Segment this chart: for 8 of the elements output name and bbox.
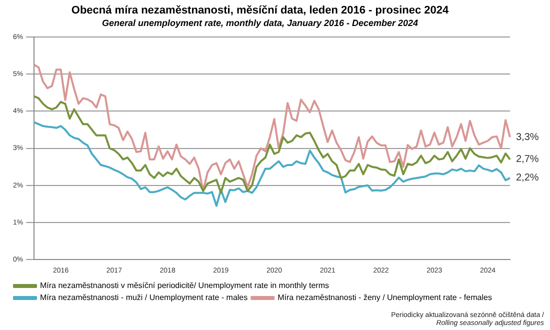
legend-label: Míra nezaměstnanosti - muži / Unemployment rate - males bbox=[40, 293, 248, 302]
data-label: 2,2% bbox=[516, 172, 539, 184]
data-label: 2,7% bbox=[516, 154, 539, 166]
chart-title: Obecná míra nezaměstnanosti, měsíční data, leden 2016 - prosinec 2024 bbox=[71, 4, 450, 17]
chart-subtitle: General unemployment rate, monthly data, January 2016 - December 2024 bbox=[102, 18, 418, 28]
legend-label: Míra nezaměstnanosti - ženy / Unemployment rate - females bbox=[278, 293, 492, 302]
legend-label: Míra nezaměstnanosti v měsíční periodicitě/ Unemployment rate in monthly terms bbox=[40, 281, 330, 290]
data-label: 3,3% bbox=[516, 132, 539, 143]
